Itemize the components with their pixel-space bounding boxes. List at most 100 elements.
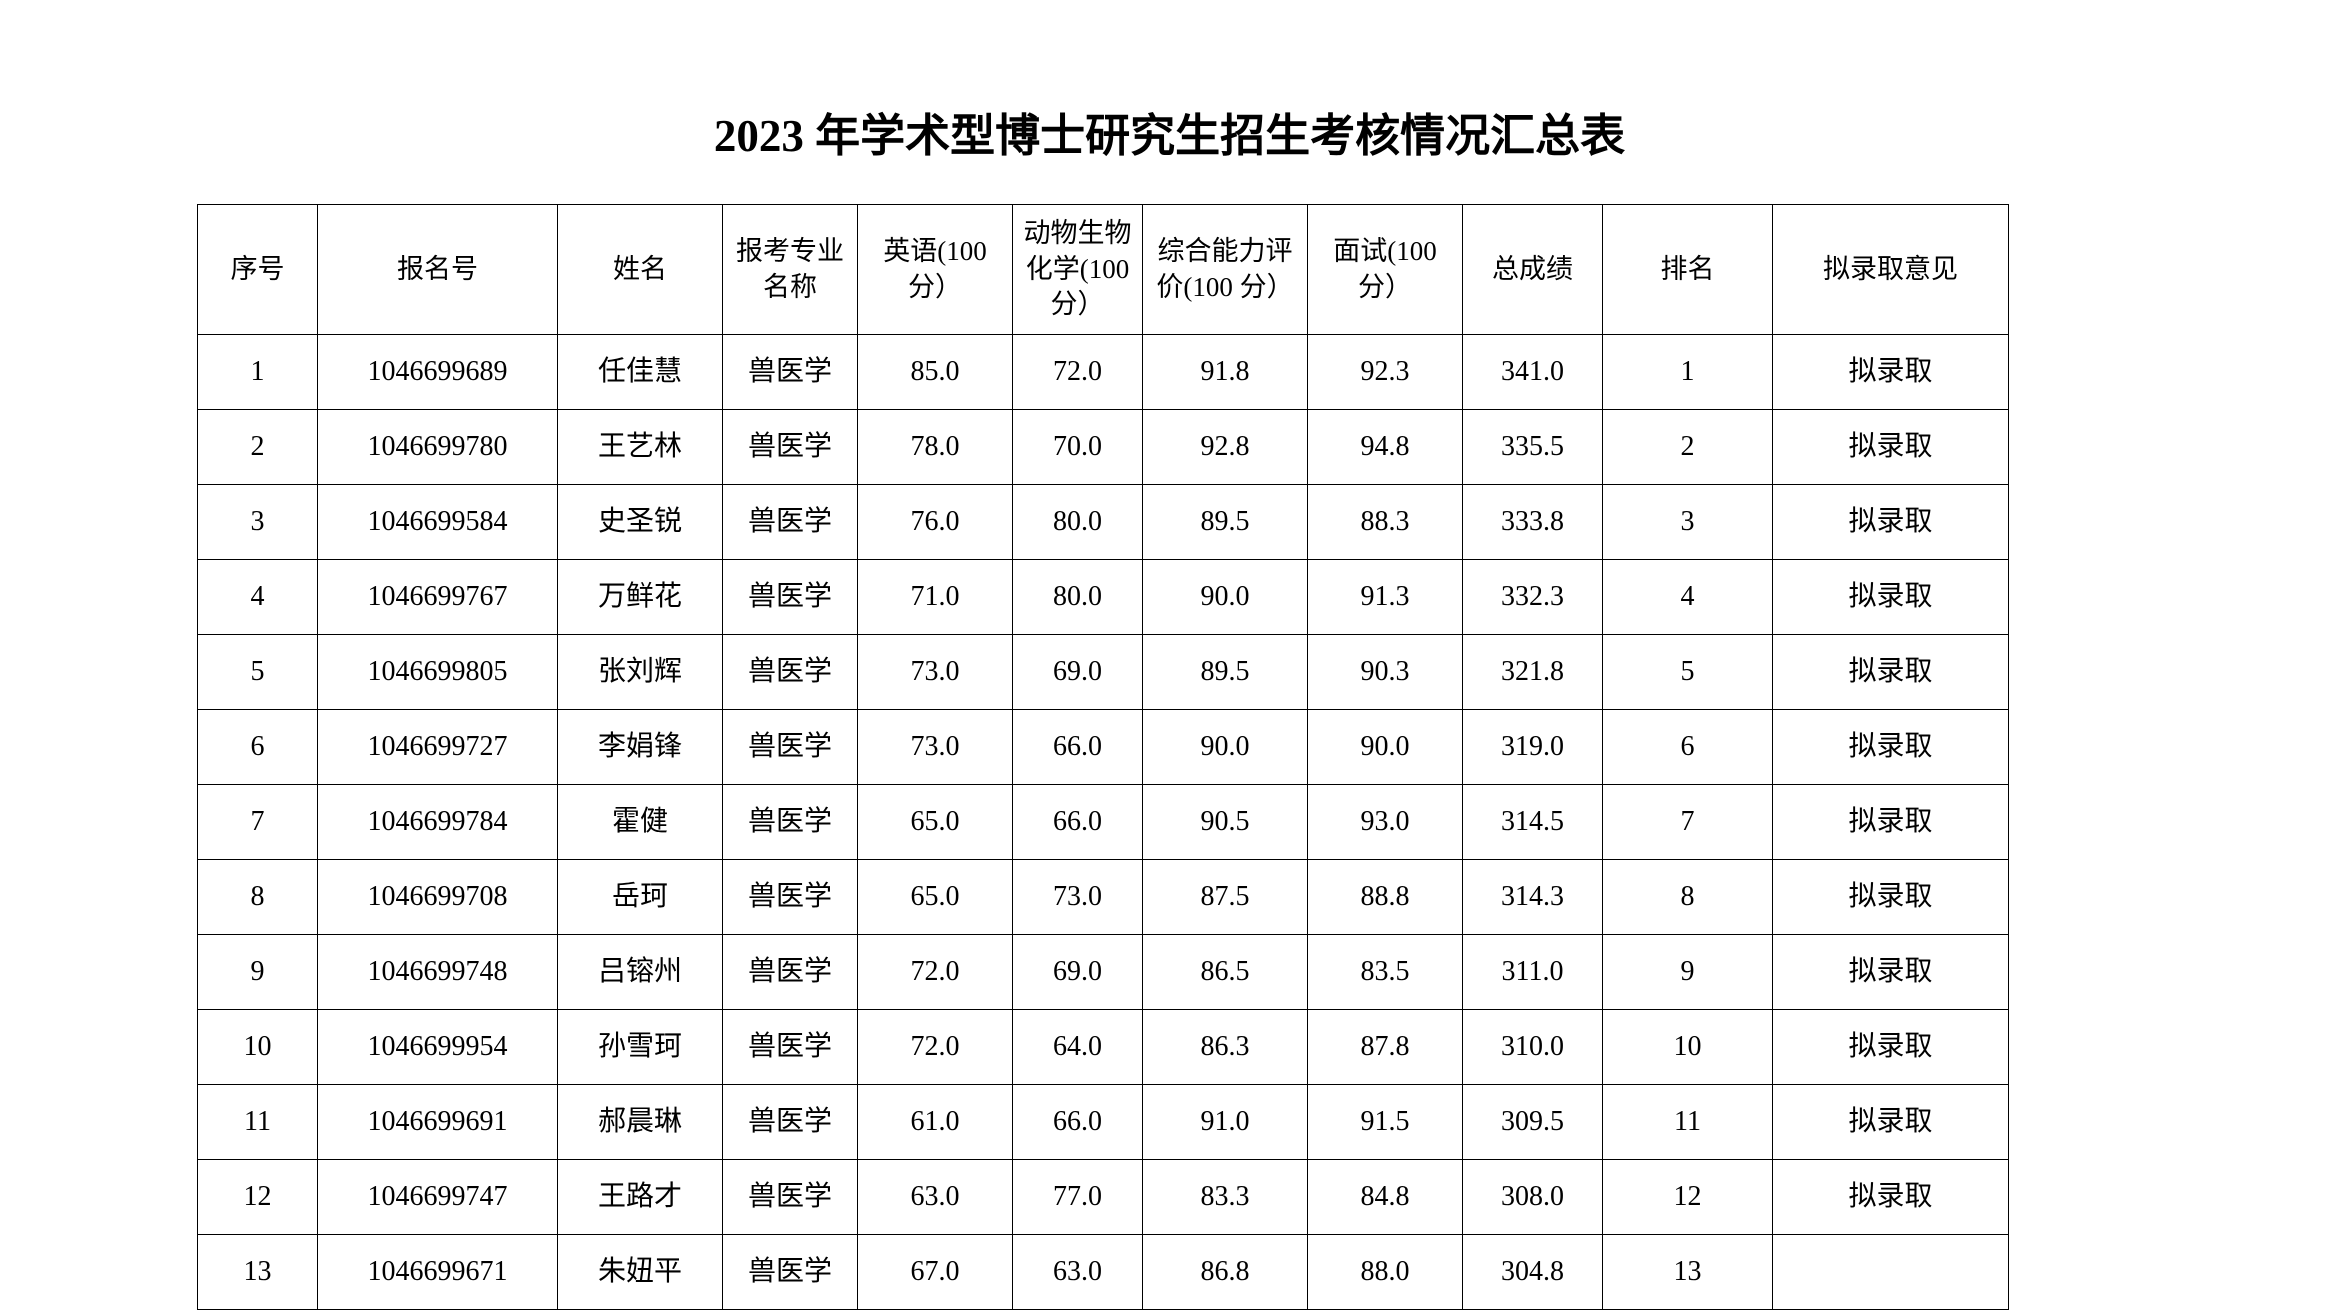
- cell-interview: 88.8: [1307, 859, 1463, 935]
- cell-biochem: 63.0: [1012, 1234, 1143, 1310]
- cell-regno: 1046699954: [317, 1009, 558, 1085]
- cell-major: 兽医学: [722, 1009, 858, 1085]
- cell-seq: 2: [197, 409, 318, 485]
- table-row: 10 1046699954 孙雪珂 兽医学 72.0 64.0 86.3 87.8 310.0 1…: [197, 1009, 2009, 1085]
- cell-english: 71.0: [857, 559, 1013, 635]
- cell-seq: 4: [197, 559, 318, 635]
- cell-seq: 8: [197, 859, 318, 935]
- cell-comp: 89.5: [1142, 634, 1308, 710]
- cell-total: 321.8: [1462, 634, 1603, 710]
- cell-regno: 1046699727: [317, 709, 558, 785]
- cell-rank: 1: [1602, 334, 1773, 410]
- cell-comp: 86.5: [1142, 934, 1308, 1010]
- cell-biochem: 77.0: [1012, 1159, 1143, 1235]
- cell-regno: 1046699747: [317, 1159, 558, 1235]
- cell-opinion: 拟录取: [1772, 334, 2009, 410]
- column-header-seq: 序号: [197, 204, 318, 335]
- cell-rank: 6: [1602, 709, 1773, 785]
- cell-biochem: 73.0: [1012, 859, 1143, 935]
- cell-seq: 1: [197, 334, 318, 410]
- cell-interview: 84.8: [1307, 1159, 1463, 1235]
- cell-seq: 10: [197, 1009, 318, 1085]
- cell-biochem: 70.0: [1012, 409, 1143, 485]
- cell-opinion: 拟录取: [1772, 484, 2009, 560]
- page-title: 2023 年学术型博士研究生招生考核情况汇总表: [713, 111, 1626, 161]
- column-header-regno: 报名号: [317, 204, 558, 335]
- cell-rank: 10: [1602, 1009, 1773, 1085]
- table-row: 12 1046699747 王路才 兽医学 63.0 77.0 83.3 84.8 308.0 1…: [197, 1159, 2009, 1235]
- cell-rank: 4: [1602, 559, 1773, 635]
- cell-biochem: 66.0: [1012, 1084, 1143, 1160]
- cell-english: 67.0: [857, 1234, 1013, 1310]
- cell-english: 63.0: [857, 1159, 1013, 1235]
- table-row: 9 1046699748 吕镕州 兽医学 72.0 69.0 86.5 83.5 311.0 9 拟…: [197, 934, 2009, 1010]
- cell-biochem: 69.0: [1012, 634, 1143, 710]
- cell-major: 兽医学: [722, 334, 858, 410]
- table-row: 6 1046699727 李娟锋 兽医学 73.0 66.0 90.0 90.0 319.0 6 拟…: [197, 709, 2009, 785]
- cell-seq: 12: [197, 1159, 318, 1235]
- cell-opinion: 拟录取: [1772, 634, 2009, 710]
- cell-regno: 1046699767: [317, 559, 558, 635]
- cell-opinion: 拟录取: [1772, 934, 2009, 1010]
- admission-summary-table: 序号 报名号 姓名 报考专业名称 英语(100 分） 动物生物化学(100 分） 综合能力评…: [197, 204, 2009, 1310]
- cell-name: 岳珂: [557, 859, 723, 935]
- cell-name: 张刘辉: [557, 634, 723, 710]
- cell-total: 332.3: [1462, 559, 1603, 635]
- cell-total: 335.5: [1462, 409, 1603, 485]
- cell-major: 兽医学: [722, 559, 858, 635]
- cell-english: 65.0: [857, 784, 1013, 860]
- cell-major: 兽医学: [722, 709, 858, 785]
- cell-name: 吕镕州: [557, 934, 723, 1010]
- cell-seq: 13: [197, 1234, 318, 1310]
- cell-biochem: 66.0: [1012, 709, 1143, 785]
- cell-interview: 94.8: [1307, 409, 1463, 485]
- cell-opinion: 拟录取: [1772, 1084, 2009, 1160]
- cell-regno: 1046699584: [317, 484, 558, 560]
- cell-interview: 91.3: [1307, 559, 1463, 635]
- cell-name: 朱妞平: [557, 1234, 723, 1310]
- cell-interview: 93.0: [1307, 784, 1463, 860]
- column-header-english: 英语(100 分）: [857, 204, 1013, 335]
- table-row: 4 1046699767 万鲜花 兽医学 71.0 80.0 90.0 91.3 332.3 4 拟…: [197, 559, 2009, 635]
- cell-interview: 91.5: [1307, 1084, 1463, 1160]
- cell-interview: 88.0: [1307, 1234, 1463, 1310]
- cell-opinion: 拟录取: [1772, 1159, 2009, 1235]
- cell-rank: 7: [1602, 784, 1773, 860]
- cell-regno: 1046699691: [317, 1084, 558, 1160]
- cell-opinion: 拟录取: [1772, 1009, 2009, 1085]
- cell-total: 311.0: [1462, 934, 1603, 1010]
- cell-english: 61.0: [857, 1084, 1013, 1160]
- table-row: 11 1046699691 郝晨琳 兽医学 61.0 66.0 91.0 91.5 309.5 1…: [197, 1084, 2009, 1160]
- column-header-rank: 排名: [1602, 204, 1773, 335]
- cell-english: 78.0: [857, 409, 1013, 485]
- table-body: 1 1046699689 任佳慧 兽医学 85.0 72.0 91.8 92.3 341.0 1 拟…: [197, 334, 2009, 1310]
- cell-name: 史圣锐: [557, 484, 723, 560]
- cell-comp: 87.5: [1142, 859, 1308, 935]
- column-header-opinion: 拟录取意见: [1772, 204, 2009, 335]
- cell-interview: 87.8: [1307, 1009, 1463, 1085]
- cell-rank: 11: [1602, 1084, 1773, 1160]
- table-row: 7 1046699784 霍健 兽医学 65.0 66.0 90.5 93.0 314.5 7 拟录…: [197, 784, 2009, 860]
- cell-biochem: 66.0: [1012, 784, 1143, 860]
- cell-seq: 7: [197, 784, 318, 860]
- cell-name: 王路才: [557, 1159, 723, 1235]
- cell-biochem: 80.0: [1012, 484, 1143, 560]
- cell-rank: 3: [1602, 484, 1773, 560]
- cell-opinion: 拟录取: [1772, 709, 2009, 785]
- cell-regno: 1046699671: [317, 1234, 558, 1310]
- cell-comp: 89.5: [1142, 484, 1308, 560]
- cell-opinion: 拟录取: [1772, 859, 2009, 935]
- table-row: 3 1046699584 史圣锐 兽医学 76.0 80.0 89.5 88.3 333.8 3 拟…: [197, 484, 2009, 560]
- cell-comp: 90.0: [1142, 709, 1308, 785]
- cell-regno: 1046699689: [317, 334, 558, 410]
- column-header-name: 姓名: [557, 204, 723, 335]
- cell-major: 兽医学: [722, 934, 858, 1010]
- cell-seq: 9: [197, 934, 318, 1010]
- cell-rank: 8: [1602, 859, 1773, 935]
- cell-total: 309.5: [1462, 1084, 1603, 1160]
- cell-regno: 1046699780: [317, 409, 558, 485]
- cell-interview: 88.3: [1307, 484, 1463, 560]
- cell-comp: 90.0: [1142, 559, 1308, 635]
- column-header-interview: 面试(100 分）: [1307, 204, 1463, 335]
- cell-major: 兽医学: [722, 409, 858, 485]
